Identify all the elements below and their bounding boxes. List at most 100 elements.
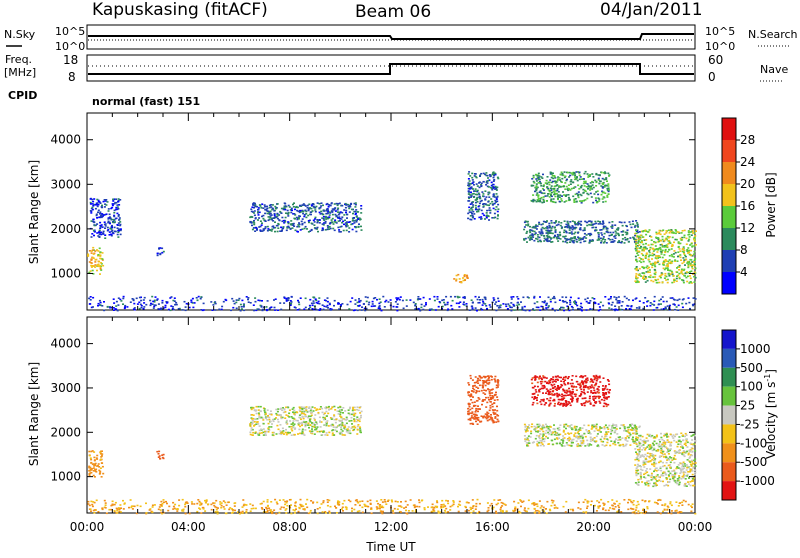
echo-cell — [524, 226, 526, 228]
echo-cell — [565, 301, 567, 303]
echo-cell — [155, 296, 157, 298]
echo-cell — [478, 296, 480, 298]
echo-cell — [688, 232, 690, 234]
echo-cell — [655, 280, 657, 282]
echo-cell — [118, 511, 120, 513]
echo-cell — [500, 507, 502, 509]
echo-cell — [266, 511, 268, 513]
echo-cell — [308, 210, 310, 212]
echo-cell — [592, 297, 594, 299]
echo-cell — [98, 232, 100, 234]
echo-cell — [98, 204, 100, 206]
echo-cell — [675, 233, 677, 235]
echo-cell — [255, 423, 257, 425]
echo-cell — [486, 308, 488, 310]
echo-cell — [477, 405, 479, 407]
echo-cell — [570, 383, 572, 385]
echo-cell — [598, 200, 600, 202]
echo-cell — [687, 234, 689, 236]
echo-cell — [102, 226, 104, 228]
echo-cell — [476, 198, 478, 200]
echo-cell — [457, 274, 459, 276]
echo-cell — [421, 500, 423, 502]
echo-cell — [496, 196, 498, 198]
echo-cell — [145, 304, 147, 306]
echo-cell — [253, 202, 255, 204]
echo-cell — [381, 310, 383, 312]
echo-cell — [667, 282, 669, 284]
echo-cell — [305, 217, 307, 219]
echo-cell — [354, 303, 356, 305]
echo-cell — [281, 409, 283, 411]
echo-cell — [559, 235, 561, 237]
echo-cell — [654, 502, 656, 504]
echo-cell — [419, 502, 421, 504]
echo-cell — [518, 304, 520, 306]
echo-cell — [332, 214, 334, 216]
echo-cell — [530, 237, 532, 239]
echo-cell — [625, 308, 627, 310]
echo-cell — [546, 240, 548, 242]
echo-cell — [100, 302, 102, 304]
echo-cell — [590, 504, 592, 506]
echo-cell — [313, 224, 315, 226]
echo-cell — [103, 301, 105, 303]
echo-cell — [635, 250, 637, 252]
echo-cell — [178, 308, 180, 310]
echo-cell — [480, 421, 482, 423]
echo-cell — [685, 303, 687, 305]
echo-cell — [97, 212, 99, 214]
echo-cell — [547, 176, 549, 178]
echo-cell — [276, 425, 278, 427]
echo-cell — [691, 261, 693, 263]
echo-cell — [294, 512, 296, 514]
echo-cell — [302, 218, 304, 220]
echo-cell — [618, 296, 620, 298]
colorbar-tick-label: 4 — [740, 265, 748, 279]
echo-cell — [302, 429, 304, 431]
echo-cell — [194, 302, 196, 304]
echo-cell — [580, 242, 582, 244]
echo-cell — [474, 416, 476, 418]
echo-cell — [298, 507, 300, 509]
echo-cell — [99, 473, 101, 475]
echo-cell — [268, 423, 270, 425]
echo-cell — [338, 229, 340, 231]
echo-cell — [252, 204, 254, 206]
echo-cell — [289, 206, 291, 208]
echo-cell — [340, 416, 342, 418]
echo-cell — [647, 508, 649, 510]
echo-cell — [580, 303, 582, 305]
echo-cell — [305, 226, 307, 228]
echo-cell — [481, 185, 483, 187]
echo-cell — [554, 298, 556, 300]
echo-cell — [594, 385, 596, 387]
echo-cell — [617, 505, 619, 507]
echo-cell — [686, 243, 688, 245]
echo-cell — [377, 508, 379, 510]
echo-cell — [622, 301, 624, 303]
echo-cell — [267, 428, 269, 430]
echo-cell — [524, 222, 526, 224]
echo-cell — [352, 229, 354, 231]
echo-cell — [314, 429, 316, 431]
echo-cell — [255, 508, 257, 510]
echo-cell — [280, 415, 282, 417]
echo-cell — [634, 235, 636, 237]
echo-cell — [299, 216, 301, 218]
echo-cell — [192, 298, 194, 300]
echo-cell — [554, 196, 556, 198]
echo-cell — [552, 298, 554, 300]
echo-cell — [342, 418, 344, 420]
echo-cell — [96, 270, 98, 272]
echo-cell — [266, 508, 268, 510]
echo-cell — [578, 239, 580, 241]
echo-cell — [655, 272, 657, 274]
echo-cell — [646, 252, 648, 254]
echo-cell — [352, 219, 354, 221]
echo-cell — [599, 174, 601, 176]
echo-cell — [467, 218, 469, 220]
echo-cell — [470, 512, 472, 514]
echo-cell — [90, 296, 92, 298]
echo-cell — [98, 236, 100, 238]
